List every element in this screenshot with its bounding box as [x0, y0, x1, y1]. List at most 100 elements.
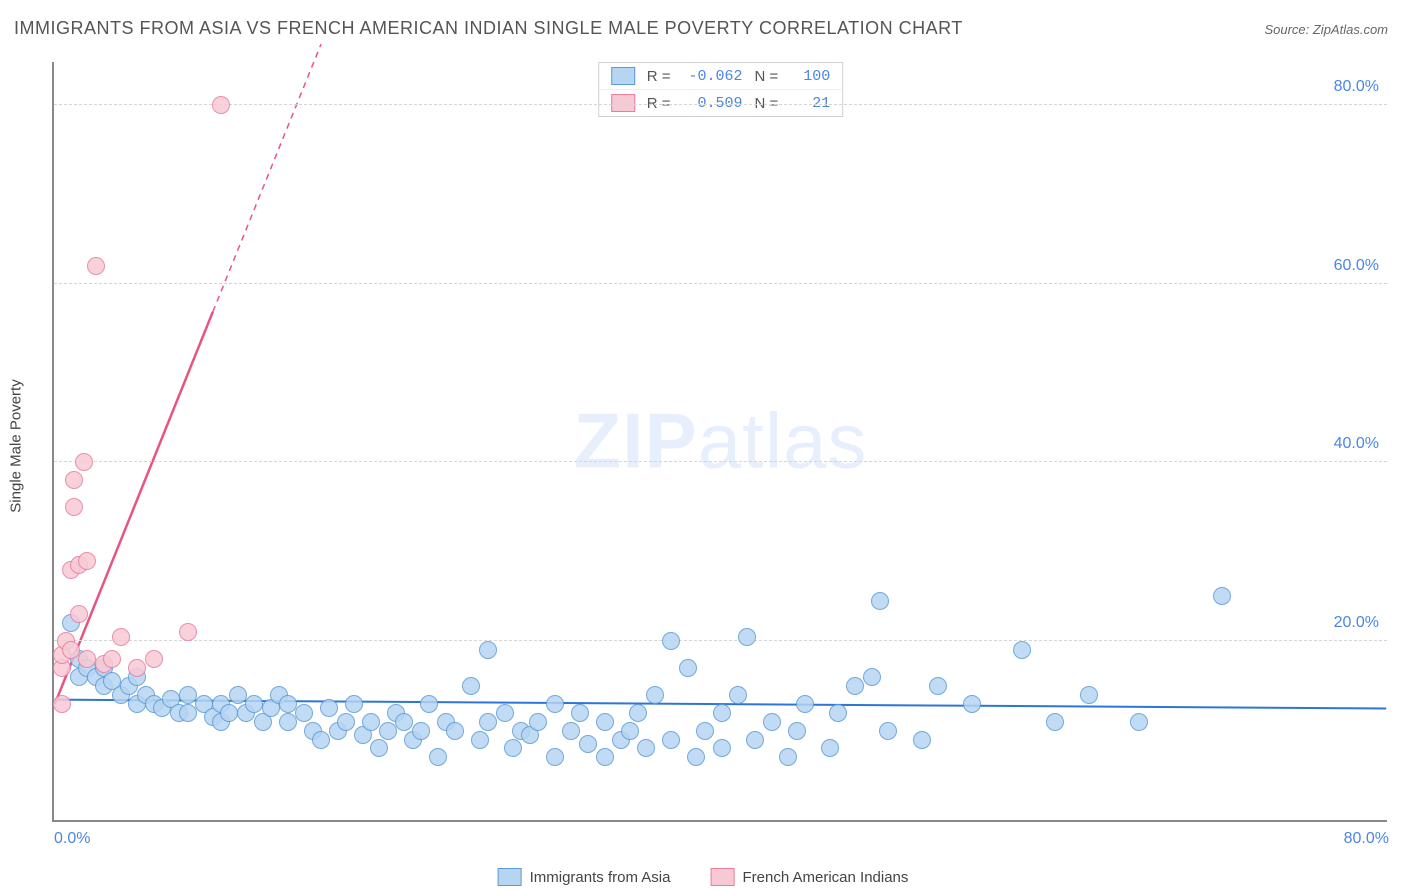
data-point: [65, 498, 83, 516]
data-point: [395, 713, 413, 731]
data-point: [179, 623, 197, 641]
y-axis-label: Single Male Poverty: [8, 379, 25, 512]
stats-legend: R = -0.062 N = 100 R =0.509N =21: [598, 62, 844, 117]
data-point: [1013, 641, 1031, 659]
data-point: [662, 731, 680, 749]
data-point: [479, 713, 497, 731]
data-point: [279, 713, 297, 731]
gridline: [54, 461, 1387, 462]
data-point: [53, 695, 71, 713]
data-point: [863, 668, 881, 686]
data-point: [370, 739, 388, 757]
data-point: [821, 739, 839, 757]
data-point: [471, 731, 489, 749]
data-point: [496, 704, 514, 722]
data-point: [546, 695, 564, 713]
legend-label: Immigrants from Asia: [530, 869, 671, 886]
data-point: [713, 704, 731, 722]
data-point: [1046, 713, 1064, 731]
data-point: [62, 641, 80, 659]
data-point: [78, 552, 96, 570]
data-point: [571, 704, 589, 722]
data-point: [70, 605, 88, 623]
data-point: [846, 677, 864, 695]
gridline: [54, 283, 1387, 284]
data-point: [963, 695, 981, 713]
legend-swatch: [611, 67, 635, 85]
data-point: [646, 686, 664, 704]
data-point: [429, 748, 447, 766]
data-point: [596, 713, 614, 731]
data-point: [212, 96, 230, 114]
r-value: -0.062: [683, 68, 743, 85]
data-point: [746, 731, 764, 749]
plot-area: ZIPatlas R =-0.062N =100R =0.509N =21 20…: [52, 62, 1387, 822]
data-point: [295, 704, 313, 722]
data-point: [713, 739, 731, 757]
data-point: [788, 722, 806, 740]
data-point: [65, 471, 83, 489]
n-label: N =: [755, 68, 779, 85]
data-point: [696, 722, 714, 740]
data-point: [362, 713, 380, 731]
r-label: R =: [647, 68, 671, 85]
data-point: [220, 704, 238, 722]
stats-row: R = -0.062 N = 100: [599, 63, 843, 89]
data-point: [529, 713, 547, 731]
data-point: [738, 628, 756, 646]
data-point: [279, 695, 297, 713]
legend-swatch: [710, 868, 734, 886]
data-point: [462, 677, 480, 695]
gridline: [54, 104, 1387, 105]
data-point: [779, 748, 797, 766]
data-point: [621, 722, 639, 740]
y-tick-label: 80.0%: [1334, 78, 1379, 96]
data-point: [662, 632, 680, 650]
data-point: [879, 722, 897, 740]
data-point: [796, 695, 814, 713]
series-legend: Immigrants from Asia French American Indi…: [498, 868, 909, 886]
data-point: [320, 699, 338, 717]
legend-item: French American Indians: [710, 868, 908, 886]
data-point: [763, 713, 781, 731]
data-point: [379, 722, 397, 740]
data-point: [913, 731, 931, 749]
data-point: [103, 650, 121, 668]
legend-label: French American Indians: [742, 869, 908, 886]
data-point: [1080, 686, 1098, 704]
data-point: [179, 686, 197, 704]
y-tick-label: 40.0%: [1334, 435, 1379, 453]
data-point: [75, 453, 93, 471]
data-point: [1130, 713, 1148, 731]
data-point: [629, 704, 647, 722]
data-point: [596, 748, 614, 766]
data-point: [112, 628, 130, 646]
data-point: [546, 748, 564, 766]
data-point: [446, 722, 464, 740]
data-point: [579, 735, 597, 753]
data-point: [687, 748, 705, 766]
data-point: [929, 677, 947, 695]
y-tick-label: 60.0%: [1334, 257, 1379, 275]
data-point: [679, 659, 697, 677]
data-point: [637, 739, 655, 757]
x-tick-label: 80.0%: [1344, 830, 1389, 848]
data-point: [78, 650, 96, 668]
legend-swatch: [498, 868, 522, 886]
legend-item: Immigrants from Asia: [498, 868, 671, 886]
data-point: [829, 704, 847, 722]
data-point: [562, 722, 580, 740]
data-point: [479, 641, 497, 659]
data-point: [229, 686, 247, 704]
source-label: Source: ZipAtlas.com: [1264, 22, 1388, 37]
data-point: [1213, 587, 1231, 605]
watermark: ZIPatlas: [573, 396, 867, 487]
data-point: [871, 592, 889, 610]
data-point: [504, 739, 522, 757]
data-point: [145, 650, 163, 668]
data-point: [412, 722, 430, 740]
stats-row: R =0.509N =21: [599, 89, 843, 116]
data-point: [729, 686, 747, 704]
n-value: 100: [790, 68, 830, 85]
x-tick-label: 0.0%: [54, 830, 90, 848]
